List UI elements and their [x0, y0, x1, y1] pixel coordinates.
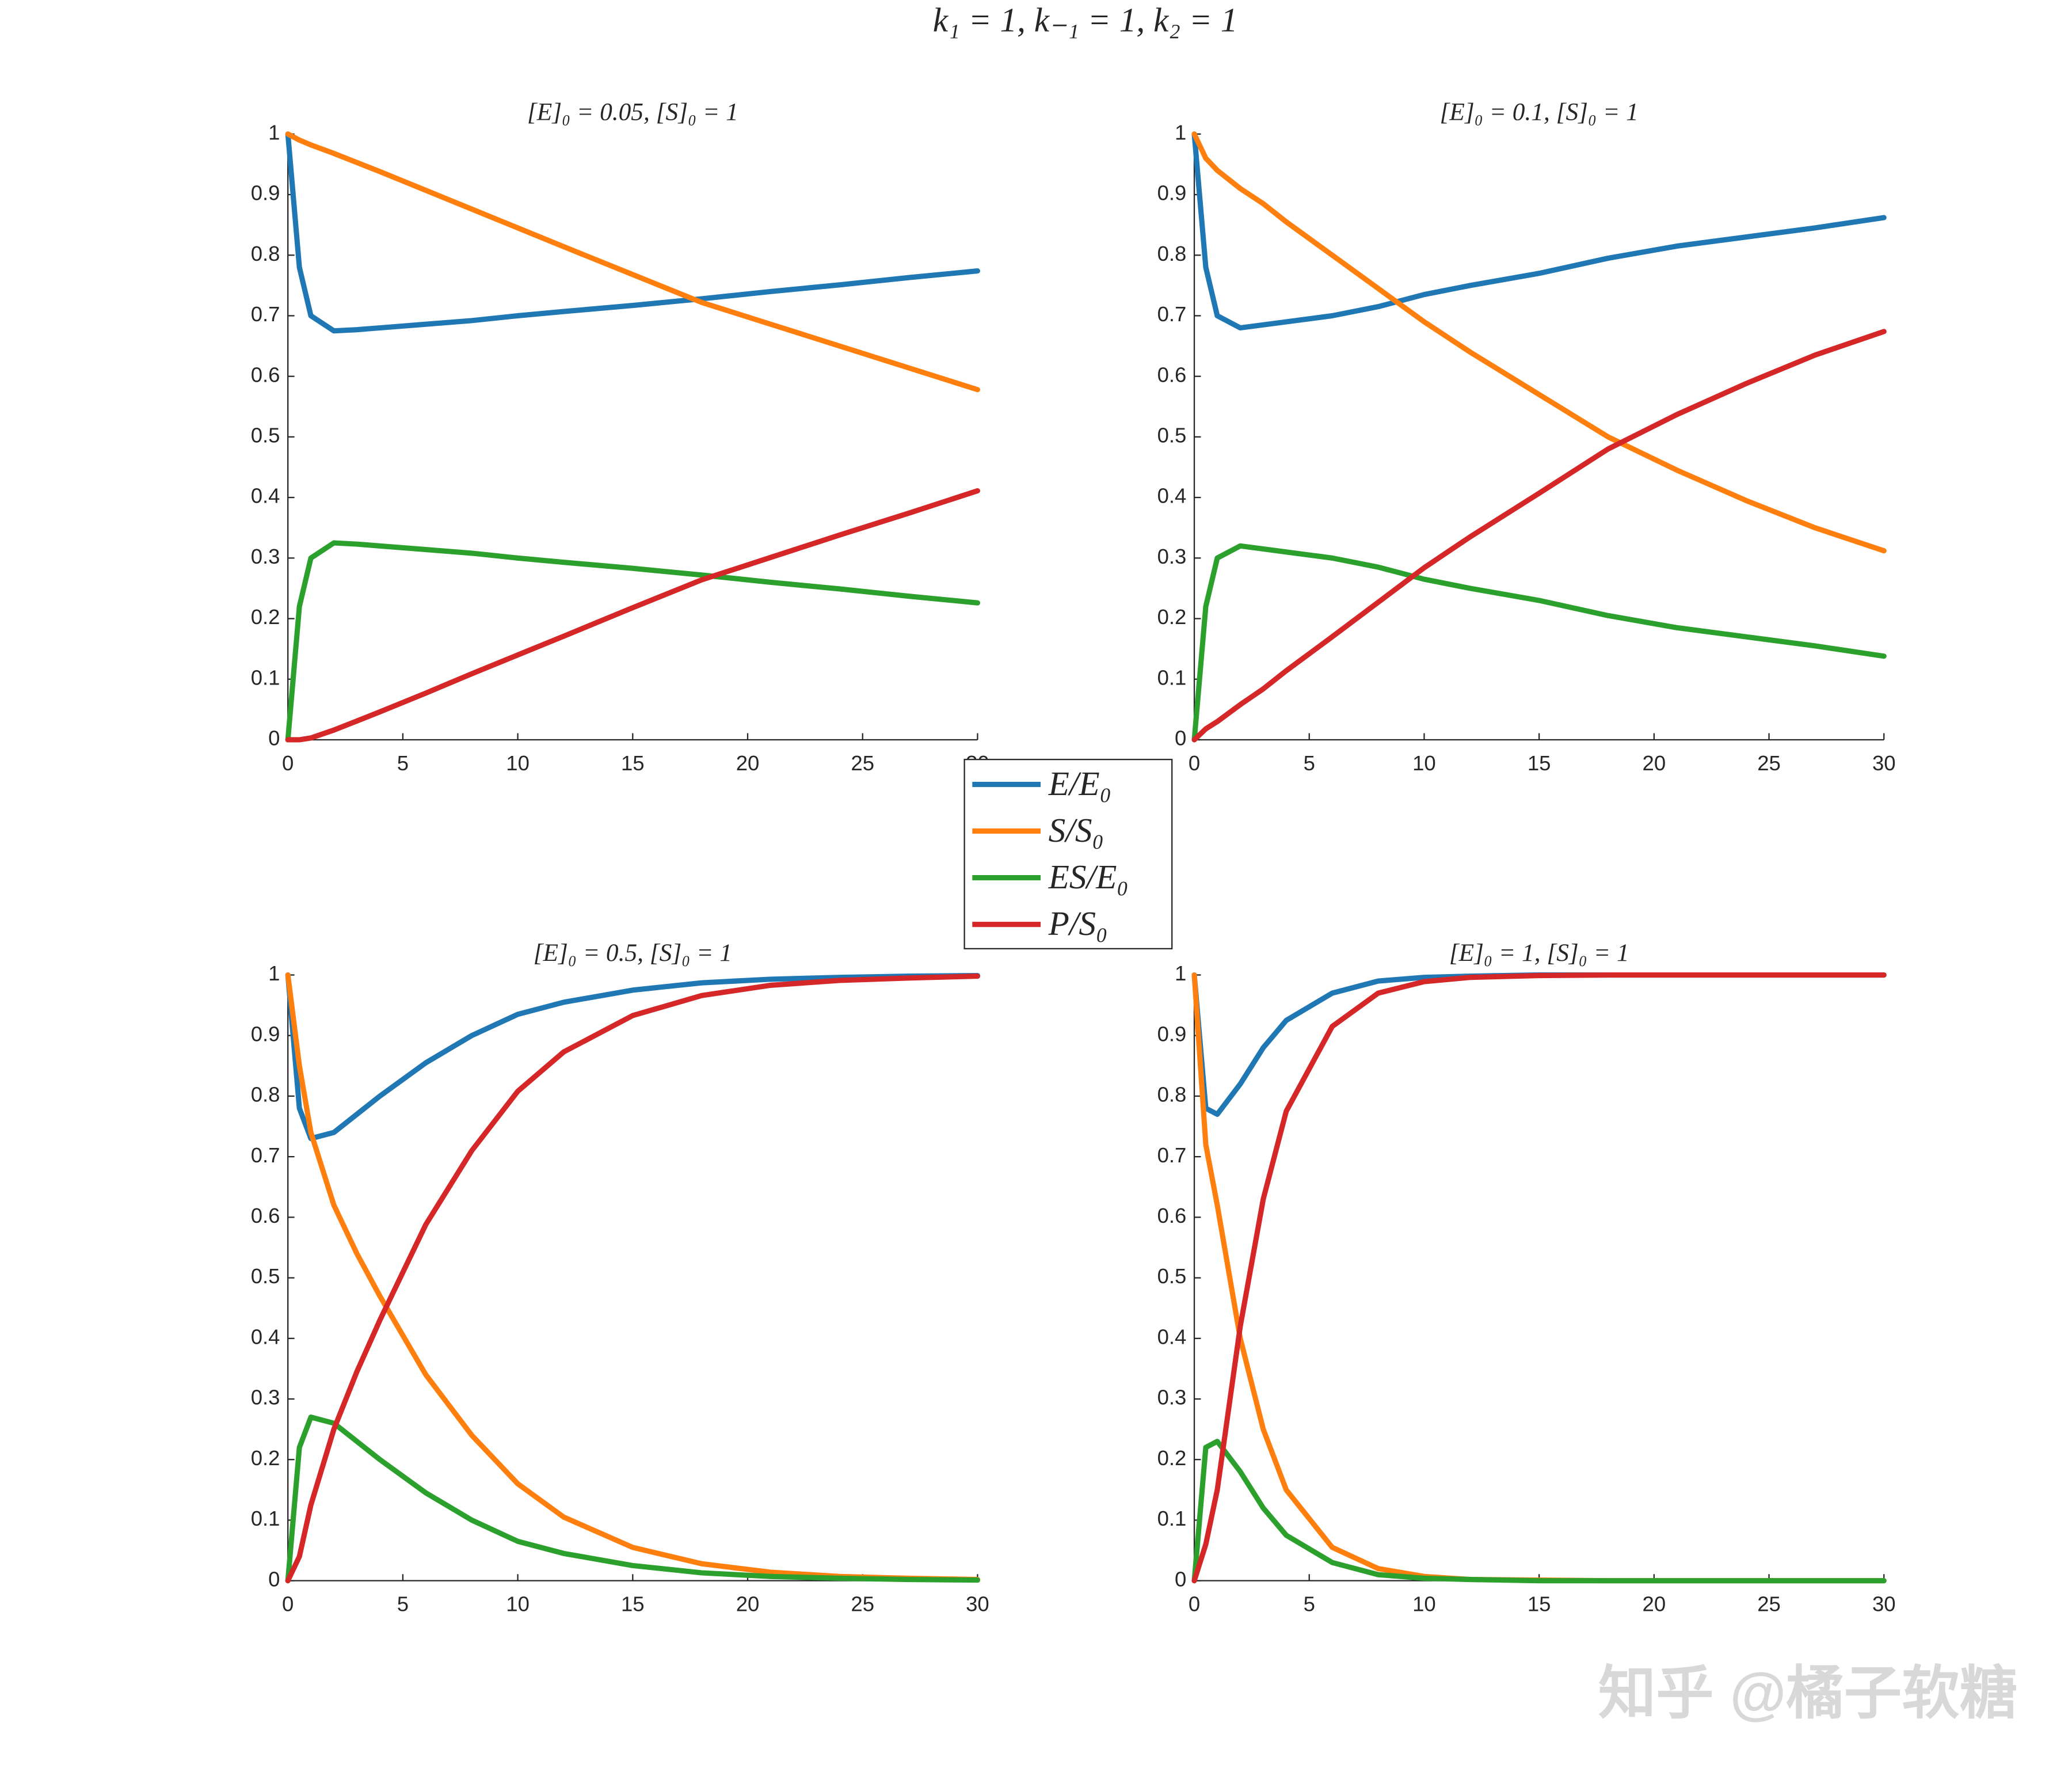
line-series	[1191, 131, 1887, 554]
y-tick-label: 0.8	[251, 242, 280, 265]
x-tick-label: 10	[1412, 1592, 1436, 1616]
figure-title: k₁ = 1, k₋₁ = 1, k₂ = 1	[933, 1, 1238, 39]
legend-label: ES/E₀	[1048, 858, 1129, 896]
y-tick-label: 0.8	[1157, 242, 1187, 265]
x-tick-label: 0	[282, 751, 294, 775]
line-series	[1191, 1439, 1887, 1584]
y-tick-label: 0.9	[251, 1022, 280, 1045]
x-tick-label: 5	[397, 751, 409, 775]
y-tick-label: 0.2	[251, 1446, 280, 1470]
x-tick-label: 20	[1643, 1592, 1666, 1616]
line-series	[285, 131, 980, 393]
y-tick-label: 0.8	[1157, 1083, 1187, 1107]
line-series	[285, 540, 980, 743]
watermark: 知乎 @橘子软糖	[1598, 1661, 2017, 1725]
y-tick-label: 0.4	[1157, 484, 1187, 508]
x-tick-label: 0	[1189, 1592, 1200, 1616]
legend-box	[963, 759, 1173, 949]
y-tick-label: 0.4	[251, 1325, 280, 1348]
y-tick-label: 1	[268, 961, 280, 985]
line-series	[285, 972, 980, 1142]
x-tick-label: 30	[1872, 751, 1896, 775]
line-series	[1191, 972, 1887, 1584]
x-tick-label: 5	[1304, 751, 1315, 775]
x-tick-label: 15	[1528, 1592, 1551, 1616]
x-tick-label: 0	[282, 1592, 294, 1616]
y-tick-label: 0.7	[1157, 302, 1187, 326]
y-tick-label: 0.7	[251, 1143, 280, 1167]
line-series	[285, 131, 980, 334]
x-tick-label: 25	[851, 751, 874, 775]
x-tick-label: 20	[1643, 751, 1666, 775]
y-tick-label: 0.4	[1157, 1325, 1187, 1348]
y-tick-label: 0.9	[1157, 181, 1187, 205]
subplot-title: [E]₀ = 0.1, [S]₀ = 1	[1440, 98, 1639, 126]
y-tick-label: 1	[268, 120, 280, 144]
y-tick-label: 1	[1175, 961, 1186, 985]
y-tick-label: 0.1	[1157, 1507, 1187, 1530]
y-tick-label: 0.1	[1157, 666, 1187, 689]
x-tick-label: 0	[1189, 751, 1200, 775]
line-series	[1191, 543, 1887, 743]
line-series	[1191, 329, 1887, 743]
y-tick-label: 0.1	[251, 1507, 280, 1530]
y-tick-label: 0	[1175, 1567, 1186, 1591]
legend: E/E₀ S/S₀ ES/E₀ P/S₀	[963, 759, 1173, 949]
line-series	[285, 488, 980, 743]
legend-label: P/S₀	[1048, 904, 1108, 942]
y-tick-label: 0.8	[251, 1083, 280, 1107]
y-tick-label: 1	[1175, 120, 1186, 144]
subplot-title: [E]₀ = 1, [S]₀ = 1	[1449, 939, 1629, 967]
legend-label: S/S₀	[1049, 811, 1104, 849]
y-tick-label: 0.2	[1157, 605, 1187, 629]
line-series	[1191, 131, 1887, 331]
legend-label: E/E₀	[1048, 765, 1112, 803]
y-tick-label: 0.1	[251, 666, 280, 689]
y-tick-label: 0.7	[251, 302, 280, 326]
x-tick-label: 15	[621, 751, 645, 775]
y-tick-label: 0	[268, 1567, 280, 1591]
subplot-title: [E]₀ = 0.5, [S]₀ = 1	[534, 939, 732, 967]
x-tick-label: 20	[736, 1592, 760, 1616]
y-tick-label: 0.4	[251, 484, 280, 508]
y-tick-label: 0.3	[251, 1386, 280, 1409]
x-tick-label: 5	[1304, 1592, 1315, 1616]
x-tick-label: 10	[506, 751, 530, 775]
y-tick-label: 0.2	[251, 605, 280, 629]
x-tick-label: 25	[851, 1592, 874, 1616]
y-tick-label: 0.3	[1157, 545, 1187, 568]
x-tick-label: 25	[1757, 1592, 1781, 1616]
line-series	[285, 1415, 980, 1584]
y-tick-label: 0.6	[251, 1204, 280, 1227]
y-tick-label: 0	[1175, 727, 1186, 750]
y-tick-label: 0.6	[1157, 363, 1187, 386]
y-tick-label: 0.5	[251, 1264, 280, 1288]
x-tick-label: 10	[506, 1592, 530, 1616]
y-tick-label: 0.5	[1157, 424, 1187, 447]
y-tick-label: 0.3	[1157, 1386, 1187, 1409]
y-tick-label: 0.9	[1157, 1022, 1187, 1045]
y-tick-label: 0.6	[251, 363, 280, 386]
y-tick-label: 0.6	[1157, 1204, 1187, 1227]
x-tick-label: 10	[1412, 751, 1436, 775]
y-tick-label: 0.3	[251, 545, 280, 568]
y-tick-label: 0.7	[1157, 1143, 1187, 1167]
x-tick-label: 30	[966, 1592, 989, 1616]
x-tick-label: 15	[621, 1592, 645, 1616]
y-tick-label: 0.2	[1157, 1446, 1187, 1470]
x-tick-label: 30	[1872, 1592, 1896, 1616]
x-tick-label: 20	[736, 751, 760, 775]
line-series	[285, 974, 980, 1584]
x-tick-label: 5	[397, 1592, 409, 1616]
y-tick-label: 0.5	[251, 424, 280, 447]
x-tick-label: 25	[1757, 751, 1781, 775]
y-tick-label: 0.9	[251, 181, 280, 205]
subplot-title: [E]₀ = 0.05, [S]₀ = 1	[527, 98, 738, 126]
line-series	[285, 972, 980, 1583]
x-tick-label: 15	[1528, 751, 1551, 775]
y-tick-label: 0.5	[1157, 1264, 1187, 1288]
y-tick-label: 0	[268, 727, 280, 750]
